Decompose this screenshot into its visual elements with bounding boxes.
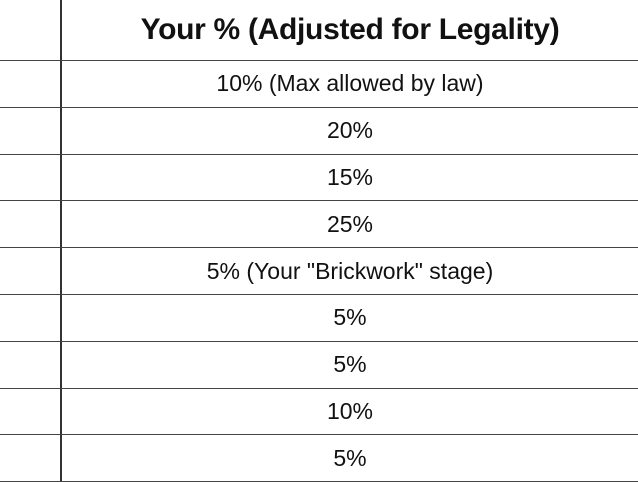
table-row: 20% bbox=[0, 107, 638, 155]
empty-cell bbox=[0, 295, 62, 341]
empty-cell bbox=[0, 388, 62, 435]
percent-cell: 20% bbox=[326, 117, 374, 144]
table-row: 10% (Max allowed by law) bbox=[0, 61, 638, 108]
empty-cell bbox=[0, 61, 62, 107]
percent-cell: 5% bbox=[333, 304, 367, 331]
percent-cell: 25% bbox=[326, 210, 374, 237]
percent-cell: 5% bbox=[333, 444, 367, 471]
empty-cell bbox=[0, 435, 62, 482]
table-row: 5% bbox=[0, 341, 638, 389]
percent-cell: 5% (Your "Brickwork" stage) bbox=[206, 257, 494, 284]
empty-cell bbox=[0, 154, 62, 201]
table-row: 5% (Your "Brickwork" stage) bbox=[0, 248, 638, 295]
table-row: 25% bbox=[0, 201, 638, 249]
empty-cell bbox=[0, 248, 62, 294]
empty-cell bbox=[0, 107, 62, 154]
empty-cell bbox=[0, 0, 62, 60]
header-cell: Your % (Adjusted for Legality) bbox=[140, 13, 560, 46]
empty-cell bbox=[0, 201, 62, 248]
table-row: 15% bbox=[0, 154, 638, 202]
percent-cell: 10% (Max allowed by law) bbox=[216, 70, 484, 97]
header-row: Your % (Adjusted for Legality) bbox=[0, 0, 638, 61]
empty-cell bbox=[0, 341, 62, 388]
table-row: 5% bbox=[0, 295, 638, 342]
table-row: 10% bbox=[0, 388, 638, 436]
percent-cell: 15% bbox=[326, 163, 374, 190]
percent-cell: 5% bbox=[333, 351, 367, 378]
table-row: 5% bbox=[0, 435, 638, 482]
percent-cell: 10% bbox=[326, 397, 374, 424]
